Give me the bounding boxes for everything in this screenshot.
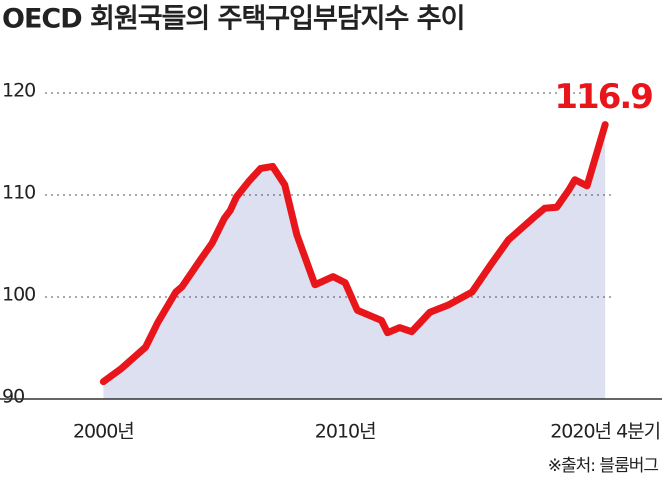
annotation: 116.9: [554, 77, 652, 117]
y-tick-label: 120: [2, 80, 35, 102]
source: ※출처: 블룸버그: [548, 456, 659, 476]
area: [103, 124, 606, 400]
chart-title: OECD 회원국들의 주택구입부담지수 추이: [2, 4, 464, 35]
y-tick-label: 90: [2, 386, 24, 408]
x-tick-label: 2000년: [73, 421, 134, 443]
x-tick-label: 2010년: [315, 421, 376, 443]
line: [99, 121, 609, 386]
y-tick-label: 100: [2, 284, 35, 306]
y-tick-label: 110: [2, 182, 35, 204]
x-tick-label: 2020년 4분기: [550, 421, 660, 443]
